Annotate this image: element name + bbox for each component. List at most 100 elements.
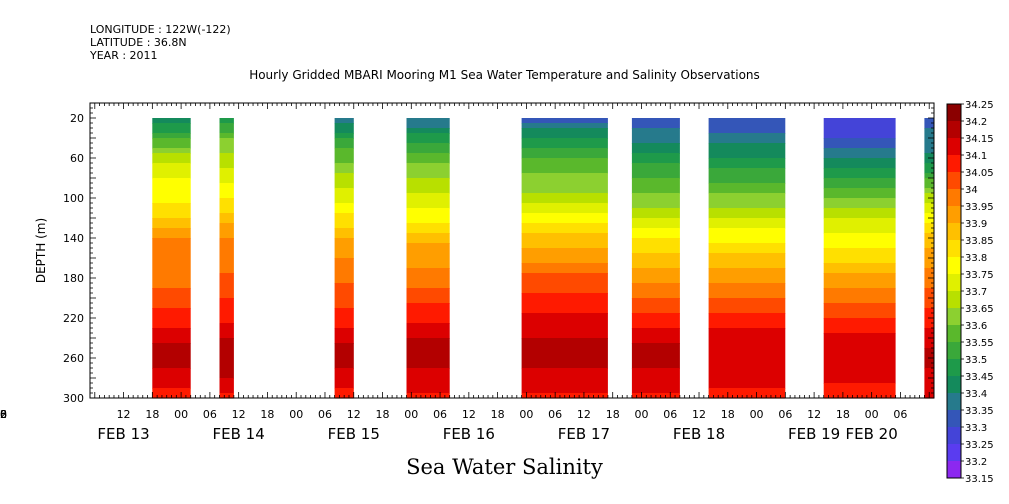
salinity-band <box>708 133 786 144</box>
colorbar-label: 33.65 <box>965 304 994 315</box>
colorbar-swatch <box>947 291 961 308</box>
salinity-band <box>631 238 680 254</box>
x-tick-label: 18 <box>606 408 620 421</box>
salinity-band <box>219 183 234 199</box>
salinity-band <box>152 118 191 124</box>
salinity-band <box>219 168 234 184</box>
salinity-band <box>708 228 786 244</box>
salinity-band <box>823 288 896 304</box>
longitude-label: LONGITUDE : 122W(-122) <box>90 23 231 36</box>
colorbar-swatch <box>947 155 961 172</box>
salinity-band <box>631 268 680 284</box>
salinity-band <box>631 118 680 129</box>
colorbar-swatch <box>947 257 961 274</box>
salinity-band <box>521 273 608 294</box>
salinity-band <box>708 118 786 134</box>
salinity-band <box>823 318 896 334</box>
salinity-band <box>219 393 234 399</box>
salinity-band <box>708 168 786 184</box>
salinity-band <box>334 118 354 124</box>
salinity-band <box>631 128 680 144</box>
salinity-band <box>152 368 191 389</box>
salinity-band <box>924 233 934 249</box>
salinity-band <box>631 228 680 239</box>
salinity-band <box>334 213 354 229</box>
salinity-band <box>521 313 608 339</box>
salinity-band <box>708 283 786 299</box>
salinity-band <box>708 328 786 389</box>
salinity-band <box>924 128 934 154</box>
x-tick-label: 18 <box>836 408 850 421</box>
salinity-band <box>708 193 786 209</box>
salinity-band <box>334 258 354 284</box>
y-tick-label: 20 <box>70 112 84 125</box>
x-tick-label: 00 <box>750 408 764 421</box>
x-tick-label: 12 <box>692 408 706 421</box>
salinity-band <box>708 243 786 254</box>
colorbar-swatch <box>947 206 961 223</box>
salinity-band <box>152 148 191 154</box>
x-tick-label: 06 <box>893 408 907 421</box>
x-date-label: FEB 19 <box>788 425 840 443</box>
salinity-band <box>152 328 191 344</box>
salinity-band <box>823 178 896 189</box>
salinity-band <box>334 368 354 389</box>
x-tick-label: 12 <box>117 408 131 421</box>
x-tick-label: 00 <box>519 408 533 421</box>
salinity-band <box>823 248 896 264</box>
x-tick-label: 06 <box>318 408 332 421</box>
salinity-band <box>334 123 354 134</box>
salinity-band <box>924 188 934 194</box>
colorbar-swatch <box>947 223 961 240</box>
colorbar-swatch <box>947 359 961 376</box>
salinity-band <box>219 138 234 154</box>
salinity-band <box>521 193 608 204</box>
salinity-band <box>823 233 896 249</box>
salinity-band <box>631 328 680 344</box>
salinity-band <box>406 133 450 144</box>
colorbar-label: 34.25 <box>965 100 994 111</box>
salinity-band <box>406 233 450 244</box>
x-date-label: FEB 18 <box>673 425 725 443</box>
colorbar-swatch <box>947 189 961 206</box>
salinity-band <box>334 163 354 174</box>
salinity-band <box>521 118 608 124</box>
salinity-band <box>823 208 896 219</box>
salinity-band <box>152 133 191 139</box>
salinity-band <box>631 368 680 394</box>
salinity-band <box>334 203 354 214</box>
colorbar-swatch <box>947 138 961 155</box>
latitude-label: LATITUDE : 36.8N <box>90 36 187 49</box>
salinity-band <box>406 393 450 399</box>
salinity-band <box>631 163 680 179</box>
x-tick-label: 18 <box>260 408 274 421</box>
x-date-label: FEB 15 <box>328 425 380 443</box>
salinity-band <box>631 218 680 229</box>
salinity-band <box>521 158 608 174</box>
colorbar-swatch <box>947 121 961 138</box>
chart-subtitle: Sea Water Salinity <box>406 455 603 479</box>
colorbar-label: 33.15 <box>965 474 994 485</box>
colorbar-label: 33.5 <box>965 355 987 366</box>
salinity-band <box>708 158 786 169</box>
salinity-band <box>521 148 608 159</box>
salinity-band <box>708 298 786 314</box>
salinity-band <box>924 223 934 234</box>
colorbar-swatch <box>947 410 961 427</box>
x-tick-label: 06 <box>433 408 447 421</box>
salinity-band <box>708 388 786 399</box>
salinity-band <box>823 148 896 159</box>
salinity-band <box>521 263 608 274</box>
salinity-band <box>708 253 786 269</box>
salinity-band <box>152 203 191 219</box>
salinity-band <box>219 378 234 394</box>
salinity-band <box>823 303 896 319</box>
salinity-band <box>406 243 450 269</box>
salinity-band <box>521 213 608 224</box>
salinity-band <box>631 193 680 209</box>
x-tick-label: 18 <box>376 408 390 421</box>
salinity-band <box>219 223 234 239</box>
salinity-band <box>219 213 234 224</box>
colorbar-label: 34 <box>965 185 978 196</box>
y-axis-label: DEPTH (m) <box>34 218 48 283</box>
